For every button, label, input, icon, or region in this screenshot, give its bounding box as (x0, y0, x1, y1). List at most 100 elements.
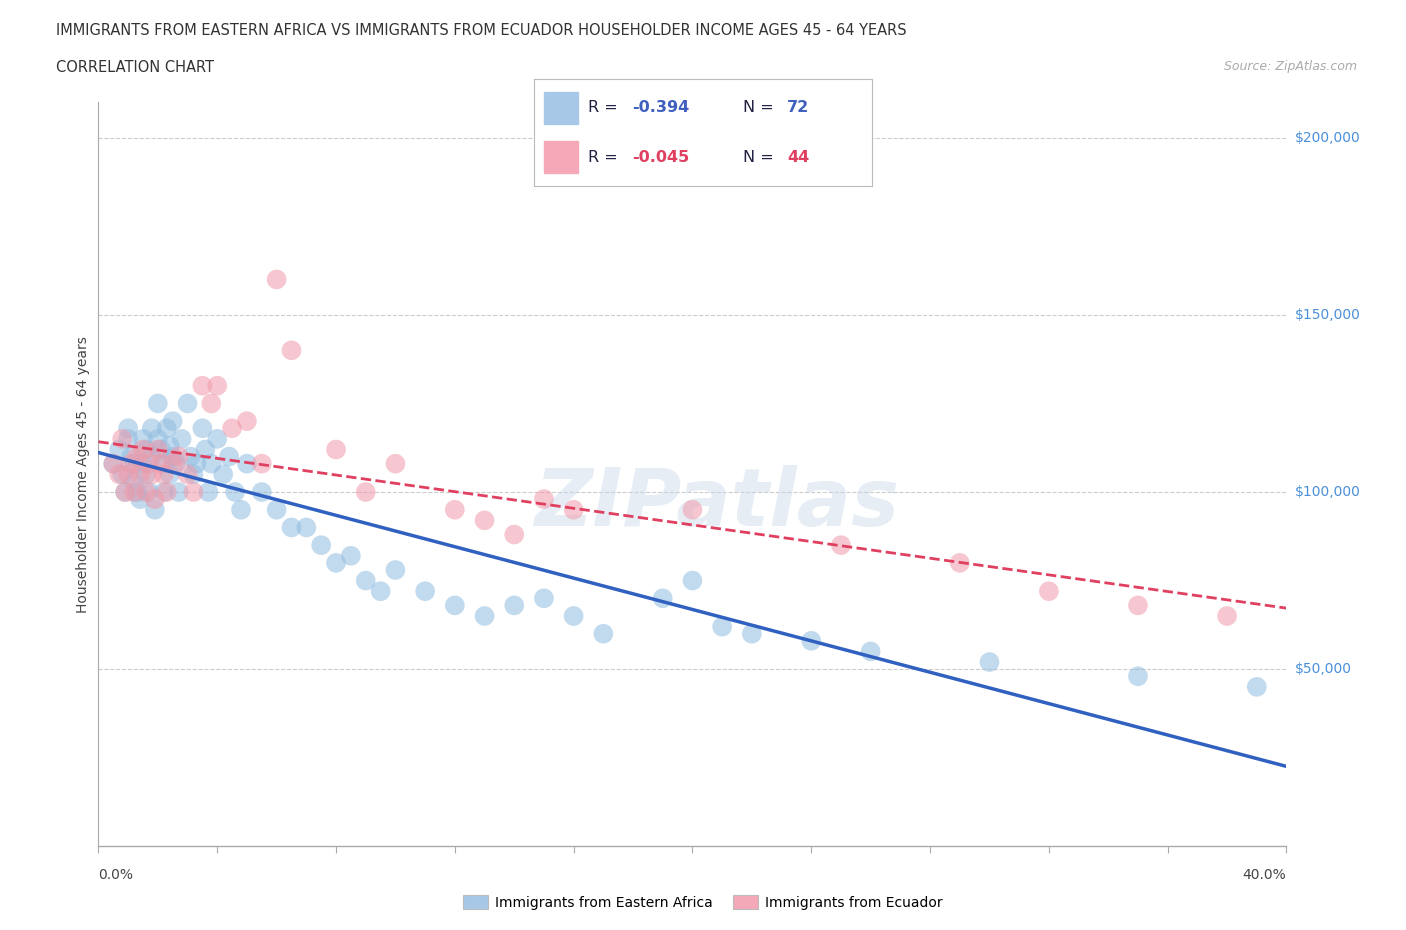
Point (218, 449, 240, 464)
Bar (544, 141, 578, 173)
Point (250, 457, 273, 472)
Point (146, 396, 169, 411)
Point (146, 442, 169, 457)
Point (741, 626, 763, 641)
Point (156, 485, 179, 499)
Point (162, 449, 184, 464)
Point (681, 573, 703, 588)
Point (117, 420, 139, 435)
Point (162, 457, 184, 472)
Point (135, 485, 157, 499)
Point (370, 584, 392, 599)
Point (162, 414, 184, 429)
Point (125, 449, 148, 464)
Point (141, 449, 163, 464)
Point (224, 485, 246, 499)
Point (800, 633, 823, 648)
Point (236, 457, 259, 472)
Text: IMMIGRANTS FROM EASTERN AFRICA VS IMMIGRANTS FROM ECUADOR HOUSEHOLDER INCOME AGE: IMMIGRANTS FROM EASTERN AFRICA VS IMMIGR… (56, 23, 907, 38)
Point (280, 343, 302, 358)
Point (651, 591, 673, 605)
Point (443, 598, 465, 613)
Point (979, 655, 1001, 670)
Point (562, 608, 585, 623)
Point (592, 626, 614, 641)
Point (325, 442, 347, 457)
Text: $100,000: $100,000 (1295, 485, 1361, 499)
Point (474, 513, 496, 528)
Point (165, 457, 187, 472)
Point (117, 467, 139, 482)
Point (413, 584, 436, 599)
Point (830, 538, 852, 552)
Point (205, 379, 228, 393)
Text: N =: N = (744, 150, 779, 166)
Point (141, 467, 163, 482)
Point (129, 492, 152, 507)
Point (135, 442, 157, 457)
Point (266, 272, 288, 286)
Point (152, 485, 174, 499)
Point (170, 432, 193, 446)
Point (325, 555, 347, 570)
Point (309, 538, 332, 552)
Text: 40.0%: 40.0% (1243, 868, 1286, 882)
Point (681, 502, 703, 517)
Point (108, 442, 131, 457)
Point (132, 432, 155, 446)
Point (197, 485, 219, 499)
Point (156, 420, 179, 435)
Point (1216, 608, 1239, 623)
Point (120, 457, 142, 472)
Point (503, 527, 526, 542)
Point (149, 457, 172, 472)
Point (159, 467, 181, 482)
Point (152, 457, 174, 472)
Point (159, 439, 181, 454)
Point (474, 608, 496, 623)
Point (295, 520, 318, 535)
Point (200, 396, 222, 411)
Point (186, 457, 208, 472)
Text: Source: ZipAtlas.com: Source: ZipAtlas.com (1223, 60, 1357, 73)
Point (191, 420, 214, 435)
Point (533, 591, 555, 605)
Point (103, 457, 125, 472)
Point (236, 414, 259, 429)
Point (205, 432, 228, 446)
Y-axis label: Householder Income Ages 45 - 64 years: Householder Income Ages 45 - 64 years (76, 336, 90, 613)
Point (152, 467, 174, 482)
Point (1246, 680, 1268, 695)
Text: -0.045: -0.045 (633, 150, 689, 166)
Text: 72: 72 (787, 100, 810, 115)
Text: 44: 44 (787, 150, 810, 166)
Point (135, 467, 157, 482)
Point (167, 485, 190, 499)
Point (949, 555, 972, 570)
Point (533, 492, 555, 507)
Point (122, 457, 145, 472)
Point (340, 549, 363, 564)
Text: 0.0%: 0.0% (98, 868, 134, 882)
Point (250, 485, 273, 499)
Point (179, 449, 201, 464)
Point (384, 457, 406, 472)
Point (191, 379, 214, 393)
Point (114, 485, 136, 499)
Point (117, 432, 139, 446)
Point (562, 502, 585, 517)
Text: $50,000: $50,000 (1295, 662, 1351, 676)
Point (354, 573, 377, 588)
Point (129, 467, 152, 482)
Point (149, 442, 172, 457)
Point (114, 485, 136, 499)
Text: $150,000: $150,000 (1295, 308, 1361, 322)
Point (280, 520, 302, 535)
Point (183, 467, 205, 482)
Point (176, 467, 198, 482)
Point (711, 619, 734, 634)
Bar (544, 92, 578, 124)
Point (167, 449, 190, 464)
Text: -0.394: -0.394 (633, 100, 689, 115)
Point (384, 563, 406, 578)
